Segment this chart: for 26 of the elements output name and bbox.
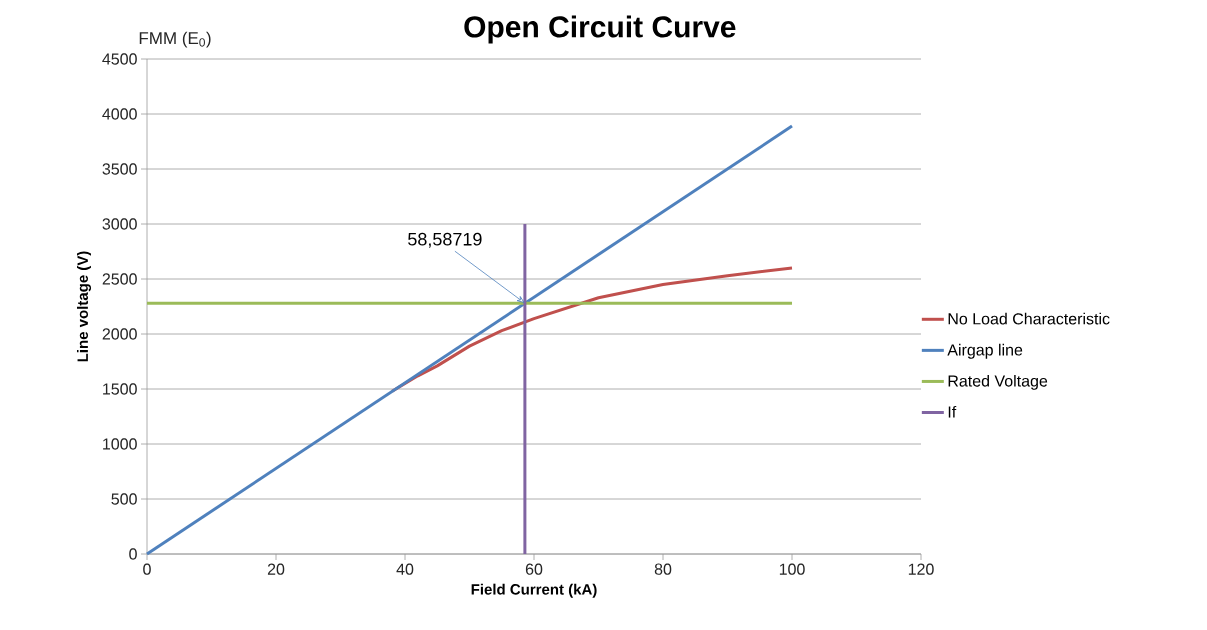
y-tick-label: 2500 <box>102 273 137 285</box>
x-tick-label: 120 <box>908 563 934 575</box>
legend-label: No Load Characteristic <box>948 312 1110 325</box>
chart-title: Open Circuit Curve <box>464 15 736 44</box>
x-tick-label: 80 <box>654 563 672 575</box>
x-axis-title: Field Current (kA) <box>471 583 597 598</box>
x-tick-label: 0 <box>143 563 151 575</box>
x-tick-label: 100 <box>779 563 805 575</box>
x-tick-label: 60 <box>525 563 543 575</box>
x-tick-label: 20 <box>267 563 285 575</box>
y-tick-label: 1000 <box>103 438 137 450</box>
annotation: 58,58719 <box>408 232 482 248</box>
x-tick-label: 40 <box>396 563 414 575</box>
y-tick-label: 500 <box>111 493 137 505</box>
y-tick-label: 2000 <box>102 328 137 340</box>
y-tick-label: 0 <box>129 548 137 560</box>
text: FMM (E$_{0}$) <box>139 31 211 48</box>
y-tick-label: 1500 <box>103 383 137 395</box>
y-tick-label: 3000 <box>102 218 137 230</box>
y-tick-label: 4000 <box>102 108 137 120</box>
y-tick-label: 4500 <box>102 53 137 65</box>
legend-label: Rated Voltage <box>948 374 1048 390</box>
y-axis-title: Line voltage (V) <box>76 251 92 362</box>
legend-label: Airgap line <box>947 343 1023 359</box>
legend-label: If <box>948 405 957 418</box>
y-tick-label: 3500 <box>102 163 137 175</box>
